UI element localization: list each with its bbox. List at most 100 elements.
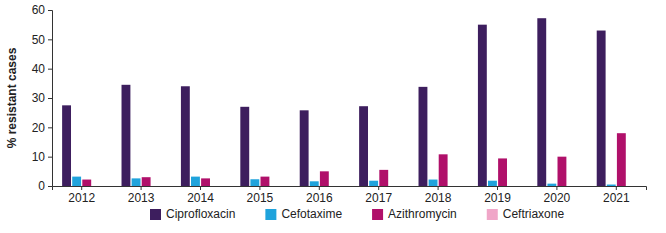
bar — [617, 133, 626, 186]
bar — [419, 87, 428, 186]
bar — [488, 181, 497, 186]
x-tick: 2013 — [128, 186, 155, 205]
bar — [181, 86, 190, 186]
y-tick-label: 30 — [32, 91, 46, 105]
bar — [132, 178, 141, 186]
y-tick-label: 50 — [32, 33, 46, 47]
y-tick-mark — [48, 127, 52, 128]
x-tick-mark — [497, 186, 498, 190]
series — [72, 177, 615, 186]
x-tick-mark — [81, 186, 82, 190]
bar — [211, 186, 220, 187]
bar — [62, 105, 71, 186]
y-tick-mark — [48, 10, 52, 11]
bar — [240, 107, 249, 186]
bar — [271, 186, 280, 187]
x-tick-mark — [319, 186, 320, 190]
legend-swatch — [150, 209, 161, 220]
bar — [122, 85, 131, 186]
bar — [261, 177, 270, 186]
x-tick: 2021 — [603, 186, 630, 205]
x-tick: 2017 — [365, 186, 392, 205]
bar — [449, 186, 458, 187]
x-tick: 2016 — [306, 186, 333, 205]
x-tick-label: 2021 — [603, 191, 630, 205]
y-tick-label: 40 — [32, 62, 46, 76]
bar — [508, 186, 517, 187]
legend-item: Ceftriaxone — [487, 207, 565, 221]
legend-swatch — [487, 209, 498, 220]
bar — [82, 180, 91, 186]
bar — [389, 186, 398, 187]
x-axis: 2012201320142015201620172018201920202021 — [53, 186, 647, 205]
y-tick: 20 — [32, 121, 52, 135]
bar — [300, 110, 309, 186]
series — [62, 18, 605, 186]
legend-label: Cefotaxime — [281, 207, 342, 221]
bar — [379, 170, 388, 186]
legend-item: Azithromycin — [372, 207, 457, 221]
series — [82, 133, 625, 186]
y-tick: 30 — [32, 91, 52, 105]
y-axis-line — [48, 11, 53, 187]
y-tick: 60 — [32, 3, 52, 17]
legend-item: Ciprofloxacin — [150, 207, 235, 221]
bar — [330, 186, 339, 187]
x-tick: 2015 — [247, 186, 274, 205]
bar — [191, 177, 200, 186]
y-tick: 0 — [38, 179, 52, 193]
y-tick-mark — [48, 39, 52, 40]
x-tick-label: 2017 — [365, 191, 392, 205]
bar — [369, 181, 378, 186]
bar — [359, 106, 368, 186]
x-tick-mark — [259, 186, 260, 190]
bar — [627, 186, 636, 187]
x-tick-label: 2012 — [68, 191, 95, 205]
y-tick-mark — [48, 186, 52, 187]
y-tick: 10 — [32, 150, 52, 164]
y-axis-title: % resistant cases — [5, 47, 19, 148]
legend-item: Cefotaxime — [265, 207, 342, 221]
x-tick-label: 2016 — [306, 191, 333, 205]
legend-swatch — [372, 209, 383, 220]
x-tick: 2020 — [544, 186, 571, 205]
x-tick-mark — [200, 186, 201, 190]
bar — [478, 25, 487, 186]
bars — [62, 18, 626, 186]
bar — [310, 181, 319, 186]
bar — [250, 179, 259, 186]
x-tick-label: 2015 — [247, 191, 274, 205]
y-tick-label: 60 — [32, 3, 46, 17]
bar — [152, 186, 161, 187]
bar — [72, 177, 81, 186]
x-tick-mark — [556, 186, 557, 190]
bar — [92, 186, 101, 187]
legend: Ciprofloxacin Cefotaxime Azithromycin Ceftr… — [150, 207, 564, 221]
x-tick: 2018 — [425, 186, 452, 205]
bar — [547, 184, 556, 186]
x-tick-mark — [616, 186, 617, 190]
y-tick-mark — [48, 98, 52, 99]
x-tick: 2014 — [187, 186, 214, 205]
y-tick-label: 20 — [32, 121, 46, 135]
bar — [320, 171, 329, 186]
x-tick-label: 2013 — [128, 191, 155, 205]
y-tick-label: 0 — [38, 179, 45, 193]
bar — [142, 177, 151, 186]
y-tick-label: 10 — [32, 150, 46, 164]
chart: 0 10 20 30 40 50 60 2012 2013 2014 2015 2016 2017 201… — [0, 0, 666, 233]
legend-swatch — [265, 209, 276, 220]
y-tick: 50 — [32, 33, 52, 47]
y-tick: 40 — [32, 62, 52, 76]
x-tick-label: 2020 — [544, 191, 571, 205]
bar — [558, 157, 567, 186]
legend-label: Ciprofloxacin — [166, 207, 235, 221]
x-tick-mark — [438, 186, 439, 190]
x-axis-line — [53, 187, 647, 191]
x-tick-mark — [141, 186, 142, 190]
x-tick-label: 2018 — [425, 191, 452, 205]
legend-label: Ceftriaxone — [503, 207, 565, 221]
bar — [597, 31, 606, 186]
bar — [439, 154, 448, 186]
y-tick-mark — [48, 157, 52, 158]
